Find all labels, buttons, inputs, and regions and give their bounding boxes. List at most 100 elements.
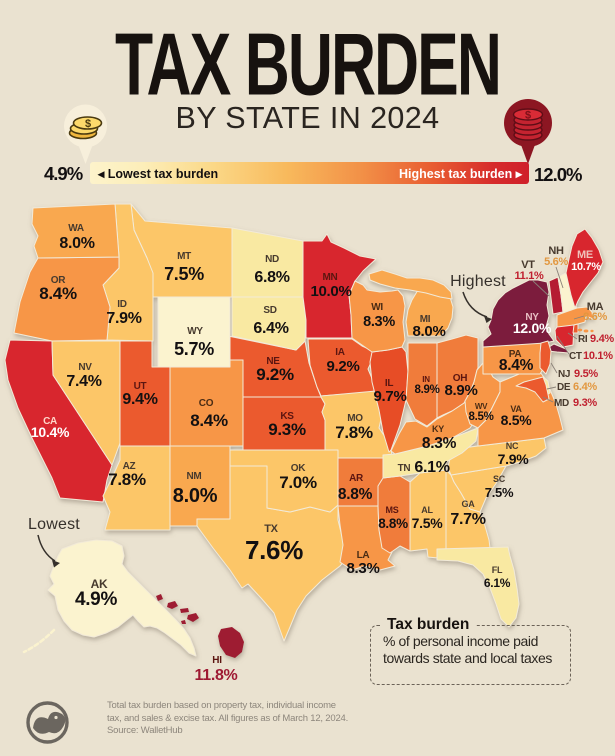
svg-text:9.7%: 9.7% — [374, 388, 407, 405]
svg-text:$: $ — [85, 118, 91, 130]
svg-text:8.5%: 8.5% — [468, 411, 493, 423]
svg-text:10.1%: 10.1% — [583, 350, 613, 362]
svg-text:7.5%: 7.5% — [485, 485, 514, 500]
svg-text:CA: CA — [43, 416, 57, 427]
svg-text:NJ: NJ — [558, 369, 570, 380]
svg-text:ID: ID — [117, 299, 126, 310]
svg-text:FL: FL — [492, 565, 503, 575]
svg-text:8.6%: 8.6% — [583, 311, 607, 323]
svg-text:7.9%: 7.9% — [106, 310, 141, 327]
svg-text:MO: MO — [347, 413, 363, 424]
svg-text:6.1%: 6.1% — [484, 576, 511, 590]
svg-text:8.0%: 8.0% — [59, 235, 94, 252]
svg-text:SC: SC — [493, 474, 506, 484]
svg-text:KS: KS — [280, 411, 294, 422]
svg-text:MD: MD — [554, 398, 569, 409]
svg-text:IA: IA — [335, 347, 344, 358]
svg-text:8.8%: 8.8% — [338, 486, 373, 503]
svg-text:8.4%: 8.4% — [39, 284, 77, 303]
svg-text:8.8%: 8.8% — [378, 516, 408, 531]
svg-text:IN: IN — [422, 375, 430, 384]
svg-text:11.8%: 11.8% — [195, 667, 238, 684]
svg-text:VT: VT — [521, 259, 535, 271]
svg-text:8.0%: 8.0% — [173, 485, 218, 507]
svg-text:OH: OH — [453, 373, 467, 384]
svg-text:Lowest: Lowest — [28, 516, 80, 533]
svg-text:5.7%: 5.7% — [174, 339, 214, 359]
svg-text:NM: NM — [187, 471, 202, 482]
svg-text:4.9%: 4.9% — [75, 589, 118, 610]
svg-text:6.1%: 6.1% — [414, 459, 449, 476]
svg-text:9.2%: 9.2% — [327, 358, 360, 375]
svg-text:9.3%: 9.3% — [268, 420, 306, 439]
svg-text:7.0%: 7.0% — [279, 473, 317, 492]
svg-text:OK: OK — [291, 463, 306, 474]
svg-text:WV: WV — [475, 402, 488, 411]
svg-text:WY: WY — [187, 326, 203, 337]
svg-text:$: $ — [525, 110, 531, 122]
svg-text:GA: GA — [462, 499, 476, 509]
svg-text:9.3%: 9.3% — [573, 397, 597, 409]
svg-text:MN: MN — [323, 272, 338, 283]
svg-text:TX: TX — [264, 523, 278, 535]
svg-text:HI: HI — [212, 655, 222, 666]
svg-text:10.0%: 10.0% — [310, 283, 351, 300]
svg-text:AL: AL — [421, 505, 433, 515]
svg-text:DE: DE — [557, 382, 571, 393]
svg-text:ME: ME — [577, 249, 593, 261]
svg-text:9.4%: 9.4% — [122, 391, 157, 408]
svg-text:WI: WI — [371, 302, 383, 313]
svg-text:RI: RI — [578, 334, 588, 345]
svg-text:10.4%: 10.4% — [31, 424, 70, 440]
svg-text:8.3%: 8.3% — [347, 560, 380, 577]
svg-text:7.8%: 7.8% — [335, 423, 373, 442]
svg-text:9.2%: 9.2% — [256, 365, 294, 384]
svg-text:NH: NH — [548, 245, 564, 257]
svg-text:8.3%: 8.3% — [363, 314, 395, 330]
svg-text:6.8%: 6.8% — [254, 269, 289, 286]
svg-text:SD: SD — [263, 305, 276, 316]
svg-text:7.6%: 7.6% — [245, 535, 303, 565]
svg-text:8.5%: 8.5% — [501, 412, 533, 428]
svg-text:8.4%: 8.4% — [190, 411, 228, 430]
svg-text:10.7%: 10.7% — [571, 261, 601, 273]
svg-text:9.4%: 9.4% — [590, 333, 614, 345]
svg-text:7.5%: 7.5% — [412, 515, 444, 531]
svg-text:LA: LA — [357, 550, 370, 561]
svg-text:9.5%: 9.5% — [574, 368, 598, 380]
svg-text:VA: VA — [510, 404, 522, 414]
svg-text:7.9%: 7.9% — [498, 451, 530, 467]
svg-text:8.0%: 8.0% — [413, 323, 446, 340]
svg-text:NC: NC — [506, 441, 519, 451]
svg-text:NV: NV — [78, 362, 92, 373]
svg-text:6.4%: 6.4% — [573, 381, 597, 393]
svg-text:AZ: AZ — [123, 461, 136, 472]
svg-text:7.7%: 7.7% — [450, 511, 485, 528]
svg-text:NE: NE — [266, 356, 280, 367]
svg-text:MS: MS — [386, 505, 399, 515]
svg-text:CO: CO — [199, 398, 214, 409]
svg-text:AK: AK — [91, 577, 108, 591]
svg-text:7.8%: 7.8% — [108, 470, 146, 489]
svg-text:Highest: Highest — [450, 273, 506, 290]
svg-text:UT: UT — [134, 381, 147, 392]
svg-text:WA: WA — [68, 223, 84, 234]
svg-text:KY: KY — [432, 424, 444, 434]
svg-text:ND: ND — [265, 254, 279, 265]
svg-text:8.9%: 8.9% — [445, 382, 478, 399]
svg-text:8.4%: 8.4% — [499, 357, 534, 374]
svg-text:MT: MT — [177, 251, 191, 262]
svg-text:8.9%: 8.9% — [414, 384, 439, 396]
svg-text:8.3%: 8.3% — [422, 435, 457, 452]
svg-text:IL: IL — [385, 378, 393, 389]
svg-text:MA: MA — [587, 301, 604, 313]
svg-text:OR: OR — [51, 275, 66, 286]
svg-text:5.6%: 5.6% — [544, 256, 568, 268]
svg-text:MI: MI — [420, 314, 431, 325]
svg-text:CT: CT — [569, 351, 582, 362]
svg-text:12.0%: 12.0% — [513, 320, 552, 336]
svg-text:7.5%: 7.5% — [164, 264, 204, 284]
svg-text:AR: AR — [349, 473, 364, 484]
svg-text:11.1%: 11.1% — [514, 270, 544, 282]
svg-text:6.4%: 6.4% — [253, 320, 288, 337]
